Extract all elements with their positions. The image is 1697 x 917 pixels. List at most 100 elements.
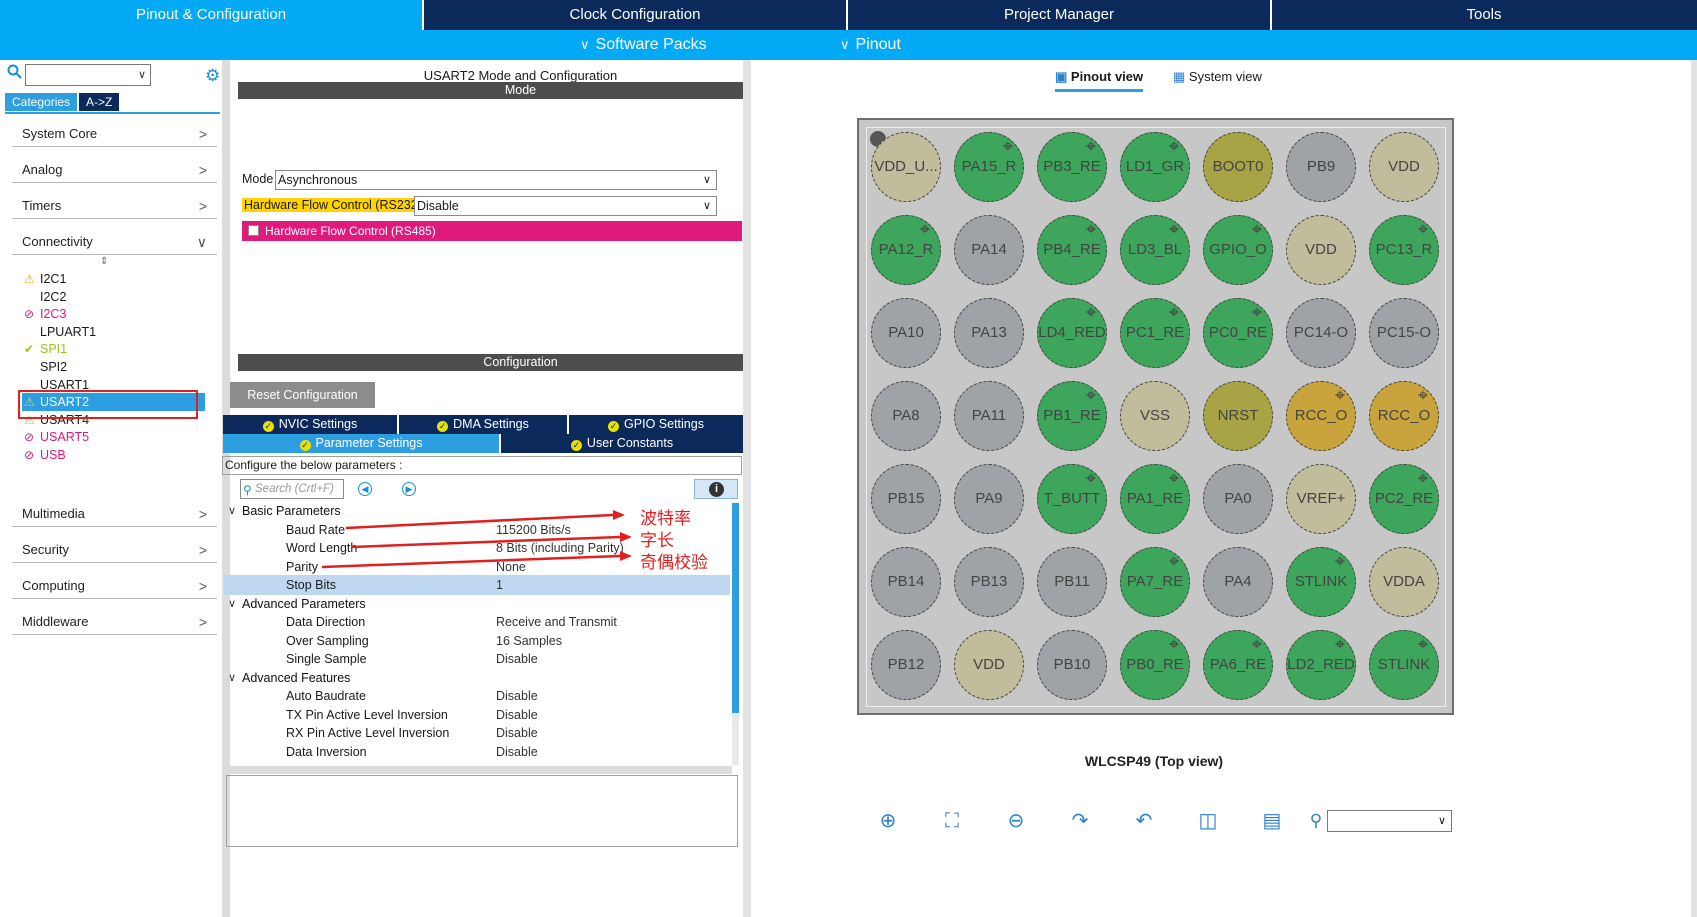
parameter-value[interactable]: 115200 Bits/s: [496, 522, 571, 537]
parameter-value[interactable]: 1: [496, 578, 503, 592]
flip-vertical-icon[interactable]: ▤: [1262, 810, 1282, 832]
pin[interactable]: PA0: [1203, 464, 1273, 534]
sort-icon[interactable]: ⇕: [100, 256, 109, 267]
tab-project-manager[interactable]: Project Manager: [848, 0, 1272, 30]
hfc232-select[interactable]: Disable ∨: [414, 196, 717, 216]
pin[interactable]: PB9: [1286, 132, 1356, 202]
tab-pinout-view[interactable]: ▣ Pinout view: [1055, 68, 1144, 92]
pin[interactable]: NRST: [1203, 381, 1273, 451]
parameter-row[interactable]: Over Sampling 16 Samples: [224, 631, 730, 651]
pin[interactable]: LD3_BL ⌖: [1120, 215, 1190, 285]
pin[interactable]: T_BUTT ⌖: [1037, 464, 1107, 534]
category-computing[interactable]: Computing >: [12, 573, 217, 599]
pin[interactable]: PA8: [871, 381, 941, 451]
category-analog[interactable]: Analog >: [12, 157, 217, 183]
category-search-combo[interactable]: ∨: [25, 64, 151, 86]
mode-select[interactable]: Asynchronous ∨: [275, 170, 717, 190]
pin[interactable]: VSS: [1120, 381, 1190, 451]
parameter-value[interactable]: Disable: [496, 707, 538, 722]
pin[interactable]: PA14: [954, 215, 1024, 285]
parameter-row[interactable]: Auto Baudrate Disable: [224, 686, 730, 706]
pin[interactable]: RCC_O ⌖: [1369, 381, 1439, 451]
parameter-search-input[interactable]: ⚲ Search (Crtl+F): [240, 479, 344, 499]
pin[interactable]: LD1_GR ⌖: [1120, 132, 1190, 202]
pin[interactable]: PB14: [871, 547, 941, 617]
parameter-value[interactable]: Disable: [496, 652, 538, 666]
pin[interactable]: RCC_O ⌖: [1286, 381, 1356, 451]
pin[interactable]: PB11: [1037, 547, 1107, 617]
pin[interactable]: PC14-O: [1286, 298, 1356, 368]
pin[interactable]: GPIO_O ⌖: [1203, 215, 1273, 285]
pinout-menu[interactable]: ∨ Pinout: [840, 30, 901, 60]
tab-parameter-settings[interactable]: ✓ Parameter Settings: [223, 434, 499, 453]
parameter-row[interactable]: TX Pin Active Level Inversion Disable: [224, 705, 730, 725]
zoom-out-icon[interactable]: ⊖: [1007, 810, 1025, 832]
tab-tools[interactable]: Tools: [1466, 6, 1502, 23]
parameter-group[interactable]: ∨ Basic Parameters: [224, 501, 730, 521]
parameter-value[interactable]: Disable: [496, 689, 538, 703]
category-system-core[interactable]: System Core >: [12, 121, 217, 147]
tab-clock-configuration[interactable]: Clock Configuration: [424, 0, 848, 30]
peripheral-item[interactable]: ⊘ USART5: [24, 428, 89, 446]
pin[interactable]: PB15: [871, 464, 941, 534]
rotate-right-icon[interactable]: ↷: [1071, 810, 1089, 832]
peripheral-item[interactable]: USART1: [24, 376, 89, 394]
pin[interactable]: PA9: [954, 464, 1024, 534]
tab-user-constants[interactable]: ✓ User Constants: [501, 434, 743, 453]
pin[interactable]: PA11: [954, 381, 1024, 451]
horizontal-scrollbar[interactable]: [226, 766, 732, 774]
pin[interactable]: PA15_R ⌖: [954, 132, 1024, 202]
pin[interactable]: PB1_RE ⌖: [1037, 381, 1107, 451]
gear-icon[interactable]: ⚙: [205, 66, 221, 85]
pin[interactable]: LD4_RED ⌖: [1037, 298, 1107, 368]
pin[interactable]: PC2_RE ⌖: [1369, 464, 1439, 534]
pin[interactable]: PB0_RE ⌖: [1120, 630, 1190, 700]
category-security[interactable]: Security >: [12, 537, 217, 563]
pin[interactable]: PB4_RE ⌖: [1037, 215, 1107, 285]
peripheral-item[interactable]: ✔ SPI1: [24, 340, 67, 358]
category-connectivity[interactable]: Connectivity ∨: [12, 229, 217, 255]
software-packs-menu[interactable]: ∨ Software Packs: [580, 30, 707, 60]
tab-nvic-settings[interactable]: ✓ NVIC Settings: [223, 415, 397, 434]
parameter-row[interactable]: Word Length 8 Bits (including Parity): [224, 538, 730, 558]
search-icon[interactable]: ⚲: [1309, 811, 1323, 830]
info-button[interactable]: i: [694, 479, 738, 499]
peripheral-item[interactable]: LPUART1: [24, 323, 96, 341]
peripheral-item[interactable]: ⊘ I2C3: [24, 305, 66, 323]
peripheral-item[interactable]: ⊘ USB: [24, 446, 66, 464]
zoom-in-icon[interactable]: ⊕: [879, 810, 897, 832]
parameter-value[interactable]: None: [496, 559, 526, 574]
pin[interactable]: VDD_U...: [871, 132, 941, 202]
pin[interactable]: PA1_RE ⌖: [1120, 464, 1190, 534]
fit-screen-icon[interactable]: ⛶: [945, 810, 959, 832]
parameter-group[interactable]: ∨ Advanced Parameters: [224, 594, 730, 614]
parameter-row[interactable]: Parity None: [224, 557, 730, 577]
pin[interactable]: PC0_RE ⌖: [1203, 298, 1273, 368]
hfc485-checkbox-row[interactable]: Hardware Flow Control (RS485): [242, 221, 742, 241]
pin[interactable]: PC15-O: [1369, 298, 1439, 368]
parameter-row[interactable]: Baud Rate 115200 Bits/s: [224, 520, 730, 540]
scrollbar-thumb[interactable]: [732, 503, 739, 713]
parameter-value[interactable]: Receive and Transmit: [496, 615, 617, 629]
pin[interactable]: PA13: [954, 298, 1024, 368]
category-middleware[interactable]: Middleware >: [12, 609, 217, 635]
tab-categories[interactable]: Categories: [5, 93, 78, 111]
tab-system-view[interactable]: ▦ System view: [1173, 68, 1262, 86]
parameter-value[interactable]: 16 Samples: [496, 633, 563, 648]
pin[interactable]: PB10: [1037, 630, 1107, 700]
rotate-left-icon[interactable]: ↶: [1135, 810, 1153, 832]
chevron-down-icon[interactable]: ∨: [228, 671, 237, 684]
previous-icon[interactable]: ◀: [358, 482, 372, 496]
pin[interactable]: PA10: [871, 298, 941, 368]
pin[interactable]: PB12: [871, 630, 941, 700]
checkbox[interactable]: [248, 225, 259, 236]
pin[interactable]: BOOT0: [1203, 132, 1273, 202]
tab-dma-settings[interactable]: ✓ DMA Settings: [399, 415, 567, 434]
pin[interactable]: LD2_RED ⌖: [1286, 630, 1356, 700]
vertical-scrollbar[interactable]: [732, 503, 739, 765]
pin[interactable]: PC13_R ⌖: [1369, 215, 1439, 285]
reset-configuration-button[interactable]: Reset Configuration: [230, 382, 375, 408]
parameter-row[interactable]: Single Sample Disable: [224, 649, 730, 669]
pin[interactable]: PA6_RE ⌖: [1203, 630, 1273, 700]
tab-gpio-settings[interactable]: ✓ GPIO Settings: [569, 415, 743, 434]
